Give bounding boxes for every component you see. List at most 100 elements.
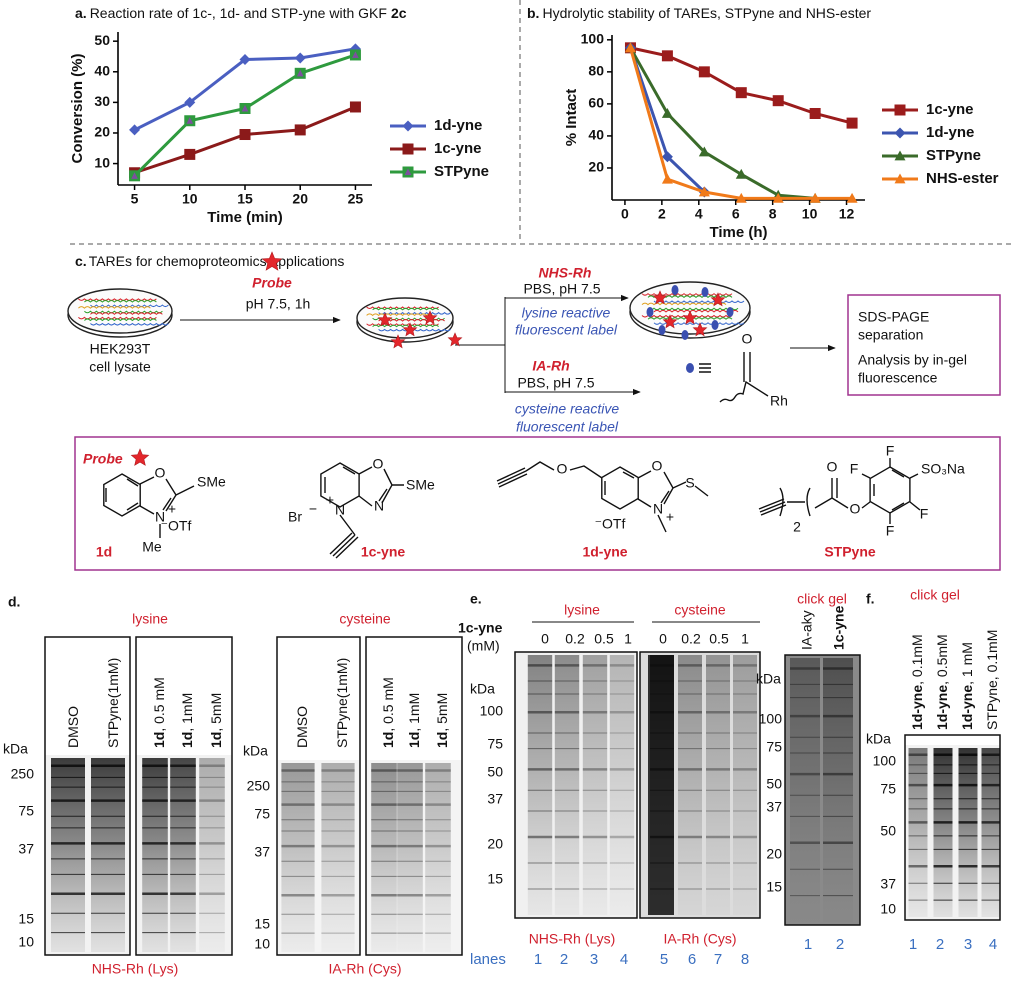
lane-label-text: DMSO [294, 706, 310, 748]
concentration: 0.2 [565, 631, 585, 647]
dye [671, 285, 679, 295]
gel-lane [142, 758, 168, 952]
marker [129, 124, 141, 136]
probe-label: Probe [252, 275, 292, 291]
atom: N [653, 501, 663, 517]
gel-frame [904, 734, 1001, 921]
reagent: NHS-Rh [539, 265, 592, 281]
atom: N [155, 509, 165, 525]
bond [758, 458, 921, 524]
lane-label-bold: 1d-yne [909, 685, 925, 730]
concentration: 1 [741, 631, 749, 647]
gel-frame [135, 636, 233, 956]
gel-lane [91, 758, 125, 952]
concentration: 1 [624, 631, 632, 647]
marker [402, 143, 414, 155]
panel-label: b. [527, 5, 539, 21]
note: fluorescent label [516, 419, 619, 435]
protein [90, 312, 163, 316]
compound: 1c-yne [458, 620, 503, 636]
atom: O [557, 461, 568, 477]
caption: NHS-Rh (Lys) [92, 961, 179, 977]
gel-lane [609, 655, 635, 915]
legend-label: NHS-ester [926, 170, 999, 187]
lane-number: 2 [560, 951, 568, 968]
marker [294, 52, 306, 64]
result-box [847, 294, 1001, 396]
mw-label: 15 [18, 911, 34, 927]
condition: pH 7.5, 1h [246, 296, 311, 312]
lysate-label: HEK293T [90, 341, 151, 357]
kda-label: kDa [470, 681, 495, 697]
marker [894, 104, 906, 116]
lane-label-bold: 1d [208, 732, 224, 748]
mw-label: 100 [759, 711, 783, 727]
mw-label: 250 [247, 778, 271, 794]
y-tick-label: 30 [94, 93, 110, 109]
lane-label-text: , 1mM [406, 693, 422, 732]
protein [366, 313, 433, 317]
marker [698, 146, 710, 157]
mw-label: 100 [873, 753, 897, 769]
lane-number: 2 [836, 936, 844, 953]
mw-label: 75 [880, 781, 896, 797]
gel-title: click gel [910, 587, 960, 603]
gel-lane [790, 658, 820, 922]
marker [809, 192, 821, 203]
lane-label: DMSO [65, 706, 81, 748]
marker [402, 120, 414, 132]
concentration: 0.5 [709, 631, 729, 647]
buffer: PBS, pH 7.5 [523, 281, 600, 297]
marker [624, 42, 636, 53]
lane-number: 6 [688, 951, 696, 968]
lane-label: STPyne, 0.1mM [984, 630, 1000, 730]
gel-title: click gel [797, 591, 847, 607]
lane-label: 1d, 0.5 mM [151, 677, 167, 748]
marker [661, 50, 673, 62]
mw-label: 20 [766, 846, 782, 862]
atom: Rh [770, 393, 788, 409]
x-tick-label: 20 [292, 191, 308, 207]
gel-lane [678, 655, 702, 915]
star [652, 290, 668, 305]
chart-title: b. Hydrolytic stability of TAREs, STPyne … [527, 5, 871, 21]
lane-number: 4 [620, 951, 628, 968]
x-tick-label: 4 [695, 206, 703, 222]
dye [646, 307, 654, 317]
mw-label: 50 [766, 776, 782, 792]
star [377, 312, 393, 327]
protein [90, 322, 169, 326]
marker [772, 192, 784, 203]
protein [647, 307, 739, 311]
lane-number: 5 [660, 951, 668, 968]
y-tick-label: 40 [94, 62, 110, 78]
lane-label-text: STPyne(1mM) [105, 658, 121, 748]
note: cysteine reactive [515, 401, 619, 417]
panel-label: f. [866, 591, 875, 607]
marker [772, 95, 784, 107]
lane-label-text: STPyne, 0.1mM [984, 630, 1000, 730]
atom: S [685, 475, 694, 491]
bond [329, 466, 404, 559]
legend-label: STPyne [434, 163, 489, 180]
lane-label-text: , 5mM [208, 693, 224, 732]
lane-label: IA-aky [799, 610, 815, 650]
protein [372, 307, 439, 311]
panel-label: d. [8, 594, 20, 610]
marker [846, 117, 858, 129]
marker [184, 148, 196, 160]
gel-lane [425, 763, 451, 952]
lane-label: 1d, 5mM [434, 693, 450, 748]
lane-number: 1 [534, 951, 542, 968]
marker-inner [352, 51, 359, 58]
gel-lane [397, 763, 423, 952]
atom: O [850, 501, 861, 517]
x-tick-label: 10 [182, 191, 198, 207]
gel-lane [733, 655, 757, 915]
gel-lane [199, 758, 225, 952]
star [710, 292, 726, 307]
compound-name: STPyne [824, 544, 876, 560]
y-tick-label: 60 [588, 95, 604, 111]
lane-number: 8 [741, 951, 749, 968]
atom: N [374, 498, 384, 514]
